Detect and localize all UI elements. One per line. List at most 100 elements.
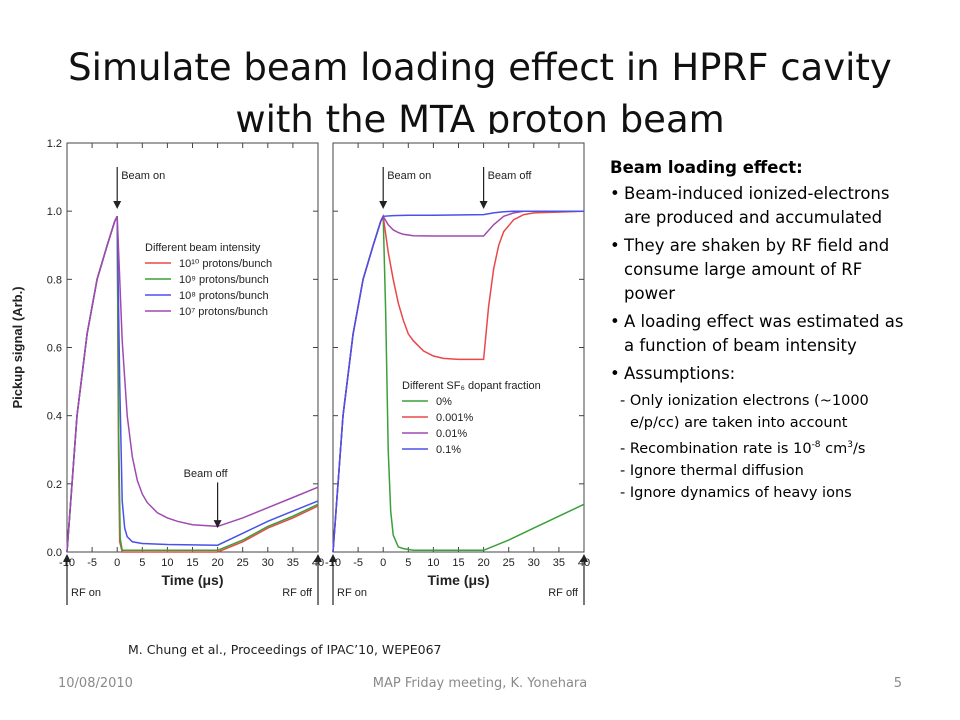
slide-title-line1: Simulate beam loading effect in HPRF cav…: [68, 46, 892, 89]
slide-title: Simulate beam loading effect in HPRF cav…: [60, 42, 900, 146]
y-tick-label: 1.0: [47, 206, 62, 218]
y-tick-label: 0.4: [47, 411, 62, 423]
legend-label: 0.01%: [436, 428, 467, 440]
legend-title: Different SF₆ dopant fraction: [402, 380, 541, 392]
assumption-text: - Recombination rate is 10: [620, 440, 812, 457]
series-line: [66, 215, 319, 553]
legend-label: 0%: [436, 396, 452, 408]
bullet-line: power: [624, 284, 675, 303]
bullet-dot: •: [610, 184, 620, 203]
x-tick-label: 5: [405, 557, 411, 569]
bullet-item: • Assumptions:: [610, 362, 960, 386]
beam-on-label: Beam on: [387, 170, 431, 182]
bullet-text: A loading effect was estimated as a func…: [624, 310, 904, 358]
rf-off-label: RF off: [548, 587, 579, 599]
y-tick-label: 0.6: [47, 343, 62, 355]
assumption-exponent: -8: [811, 440, 821, 450]
bullet-item: • A loading effect was estimated as a fu…: [610, 310, 960, 358]
legend-label: 0.1%: [436, 444, 461, 456]
x-tick-label: 15: [186, 557, 198, 569]
beam-off-arrow-head: [213, 520, 222, 529]
footer-date: 10/08/2010: [58, 676, 133, 691]
bullet-dot: •: [610, 312, 620, 331]
rf-on-arrow-head: [329, 554, 337, 562]
bullet-list: Beam loading effect: • Beam-induced ioni…: [610, 158, 960, 504]
x-tick-label: 25: [237, 557, 249, 569]
citation: M. Chung et al., Proceedings of IPAC’10,…: [128, 642, 442, 657]
x-tick-label: 0: [114, 557, 120, 569]
x-tick-label: 10: [427, 557, 439, 569]
legend-title: Different beam intensity: [145, 242, 261, 254]
legend-label: 10⁹ protons/bunch: [179, 274, 269, 286]
y-tick-label: 0.0: [47, 547, 62, 559]
assumption-text: /s: [853, 440, 866, 457]
x-tick-label: 35: [287, 557, 299, 569]
x-axis-label: Time (μs): [162, 572, 224, 588]
x-tick-label: 15: [452, 557, 464, 569]
rf-off-arrow-head: [580, 554, 588, 562]
bullet-item: • Beam-induced ionized-electrons are pro…: [610, 182, 960, 230]
bullet-line: consume large amount of RF: [624, 260, 863, 279]
beam-on-arrow-head: [379, 201, 388, 209]
legend-label: 10⁷ protons/bunch: [179, 306, 268, 318]
assumption-item: - Ignore thermal diffusion: [620, 462, 804, 479]
beam-on-arrow-head: [113, 201, 122, 209]
assumption-exponent: 3: [847, 440, 853, 450]
bullet-text: Assumptions:: [624, 362, 735, 386]
x-tick-label: 25: [503, 557, 515, 569]
bullet-line: are produced and accumulated: [624, 208, 883, 227]
x-tick-label: 35: [553, 557, 565, 569]
bullet-line: Beam-induced ionized-electrons: [624, 184, 890, 203]
bullet-dot: •: [610, 236, 620, 255]
bullet-item: • They are shaken by RF field and consum…: [610, 234, 960, 306]
beam-off-arrow-head: [479, 201, 488, 209]
bullet-line: a function of beam intensity: [624, 336, 857, 355]
beam-off-label: Beam off: [488, 170, 533, 182]
assumption-item: - Only ionization electrons (~1000: [620, 393, 869, 409]
bullet-text: Beam-induced ionized-electrons are produ…: [624, 182, 889, 230]
bullet-dot: •: [610, 364, 620, 383]
slide-title-line2: with the MTA proton beam: [235, 98, 725, 141]
bullet-line: Assumptions:: [624, 364, 736, 383]
assumption-list: - Only ionization electrons (~1000 e/p/c…: [610, 390, 960, 504]
rf-on-label: RF on: [337, 587, 367, 599]
rf-on-arrow-head: [63, 554, 71, 562]
x-tick-label: 10: [161, 557, 173, 569]
y-tick-label: 0.8: [47, 274, 62, 286]
bullet-line: They are shaken by RF field and: [624, 236, 890, 255]
beam-on-label: Beam on: [121, 170, 165, 182]
bullet-line: A loading effect was estimated as: [624, 312, 904, 331]
x-tick-label: -5: [87, 557, 97, 569]
x-tick-label: 20: [477, 557, 489, 569]
x-tick-label: 5: [139, 557, 145, 569]
plot-area: [66, 142, 319, 553]
rf-off-arrow-head: [314, 554, 322, 562]
rf-off-label: RF off: [282, 587, 313, 599]
plot-area: [332, 142, 585, 553]
figure: -10 -5 0 5 10 15 20 25 30 35 400.00.20.40.60.81.01…: [10, 134, 606, 605]
x-tick-label: 20: [211, 557, 223, 569]
legend-label: 10⁸ protons/bunch: [179, 290, 269, 302]
chart-left: -10 -5 0 5 10 15 20 25 30 35 400.00.20.40.60.81.01…: [10, 138, 324, 605]
footer-meeting: MAP Friday meeting, K. Yonehara: [372, 676, 588, 691]
x-tick-label: 0: [380, 557, 386, 569]
bullet-heading: Beam loading effect:: [610, 158, 803, 177]
legend-label: 10¹⁰ protons/bunch: [179, 258, 272, 270]
y-axis-label: Pickup signal (Arb.): [10, 286, 25, 408]
rf-on-label: RF on: [71, 587, 101, 599]
y-tick-label: 1.2: [47, 138, 62, 150]
footer-page-number: 5: [893, 676, 902, 691]
bullet-text: They are shaken by RF field and consume …: [624, 234, 889, 306]
assumption-item: - Recombination rate is 10-8 cm3/s: [620, 434, 960, 460]
beam-off-label: Beam off: [184, 468, 229, 480]
assumption-text: cm: [820, 440, 848, 457]
x-tick-label: 30: [528, 557, 540, 569]
legend-label: 0.001%: [436, 412, 474, 424]
series-line: [332, 210, 584, 553]
x-axis-label: Time (μs): [428, 572, 490, 588]
assumption-item: - Ignore dynamics of heavy ions: [620, 484, 852, 501]
y-tick-label: 0.2: [47, 479, 62, 491]
x-tick-label: 30: [262, 557, 274, 569]
x-tick-label: -5: [353, 557, 363, 569]
